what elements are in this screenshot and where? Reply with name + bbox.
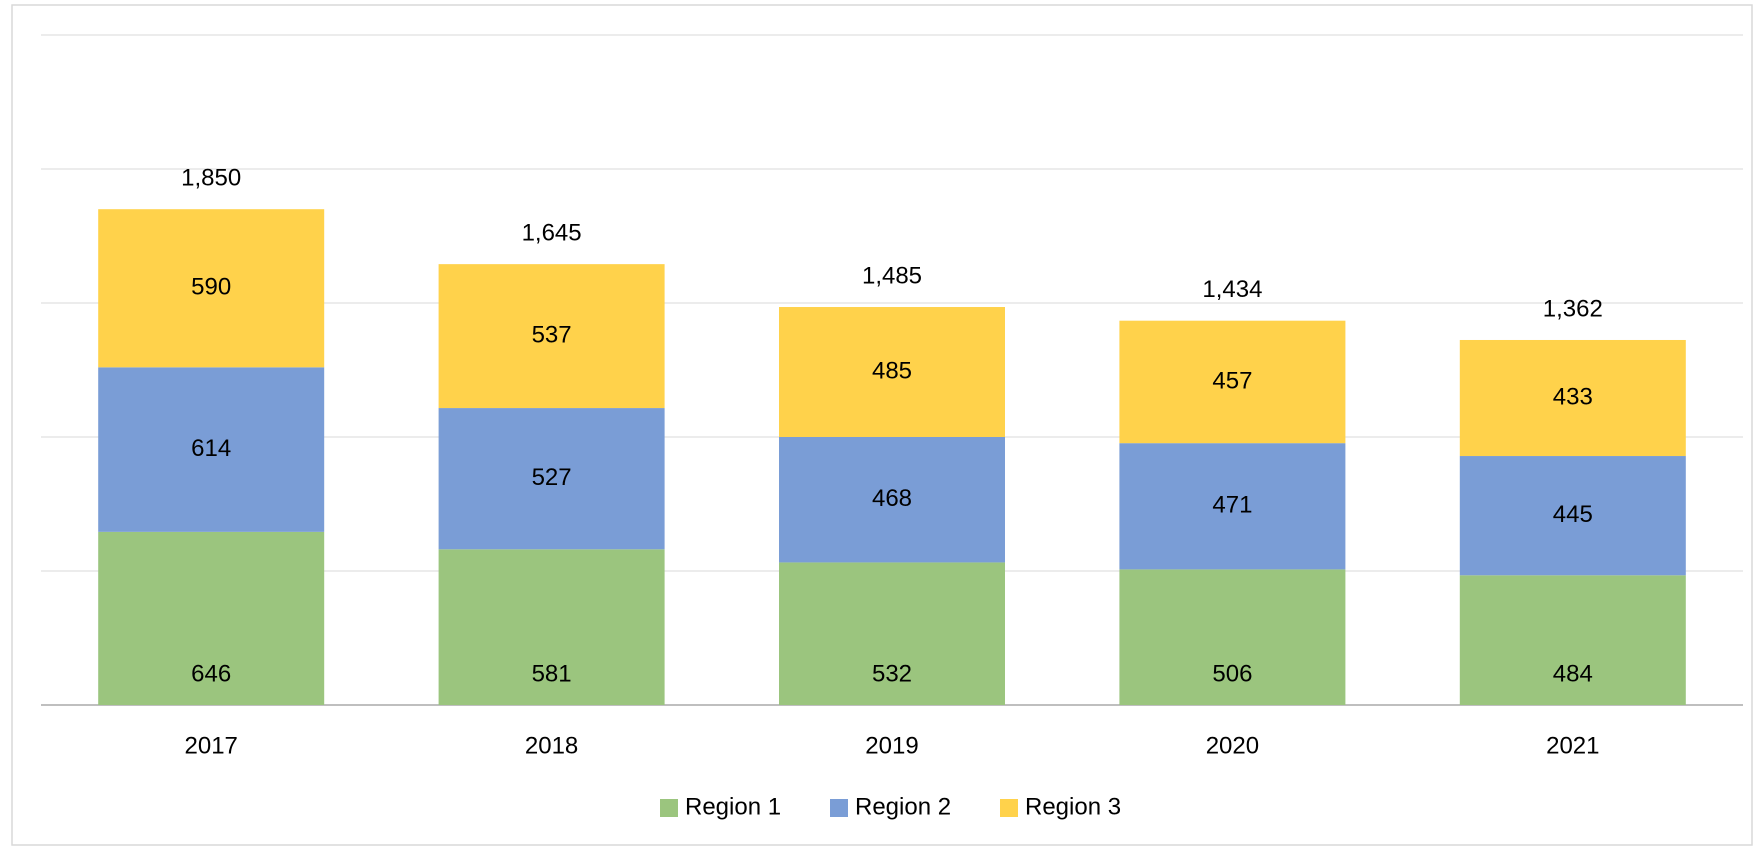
total-label: 1,850 xyxy=(181,165,241,192)
total-label: 1,485 xyxy=(862,262,922,289)
bar-segment xyxy=(98,531,325,705)
bar-segment xyxy=(779,307,1005,437)
bar-segment xyxy=(1459,575,1686,705)
legend-label: Region 2 xyxy=(855,793,951,820)
bar-segment xyxy=(779,437,1005,563)
data-label: 590 xyxy=(191,274,231,301)
data-label: 485 xyxy=(872,357,912,384)
data-label: 468 xyxy=(872,485,912,512)
data-label: 457 xyxy=(1212,367,1252,394)
data-label: 532 xyxy=(872,660,912,687)
legend-swatch xyxy=(1000,799,1018,817)
total-label: 1,645 xyxy=(522,219,582,246)
bar-segment xyxy=(1119,569,1346,705)
total-label: 1,362 xyxy=(1543,295,1603,322)
data-label: 484 xyxy=(1553,660,1593,687)
total-label: 1,434 xyxy=(1202,276,1262,303)
legend-swatch xyxy=(830,799,848,817)
bar-segment xyxy=(1459,456,1686,576)
bar-segment xyxy=(1119,320,1346,444)
bar-segment xyxy=(1119,443,1346,570)
data-label: 433 xyxy=(1553,383,1593,410)
x-tick-label: 2018 xyxy=(525,732,578,759)
bar-segment xyxy=(438,549,665,705)
x-tick-label: 2021 xyxy=(1546,732,1599,759)
data-label: 646 xyxy=(191,660,231,687)
data-label: 506 xyxy=(1212,660,1252,687)
x-tick-label: 2019 xyxy=(865,732,918,759)
data-label: 581 xyxy=(532,660,572,687)
bar-segment xyxy=(779,562,1005,705)
data-label: 445 xyxy=(1553,501,1593,528)
bar-segment xyxy=(1459,339,1686,457)
data-label: 471 xyxy=(1212,492,1252,519)
legend-swatch xyxy=(660,799,678,817)
bar-segment xyxy=(438,408,665,550)
legend-label: Region 3 xyxy=(1025,793,1121,820)
data-label: 537 xyxy=(532,321,572,348)
x-tick-label: 2020 xyxy=(1206,732,1259,759)
data-label: 527 xyxy=(532,464,572,491)
bar-segment xyxy=(98,367,325,532)
bar-segment xyxy=(98,209,325,368)
x-tick-label: 2017 xyxy=(185,732,238,759)
bar-segment xyxy=(438,264,665,409)
legend-label: Region 1 xyxy=(685,793,781,820)
data-label: 614 xyxy=(191,435,231,462)
